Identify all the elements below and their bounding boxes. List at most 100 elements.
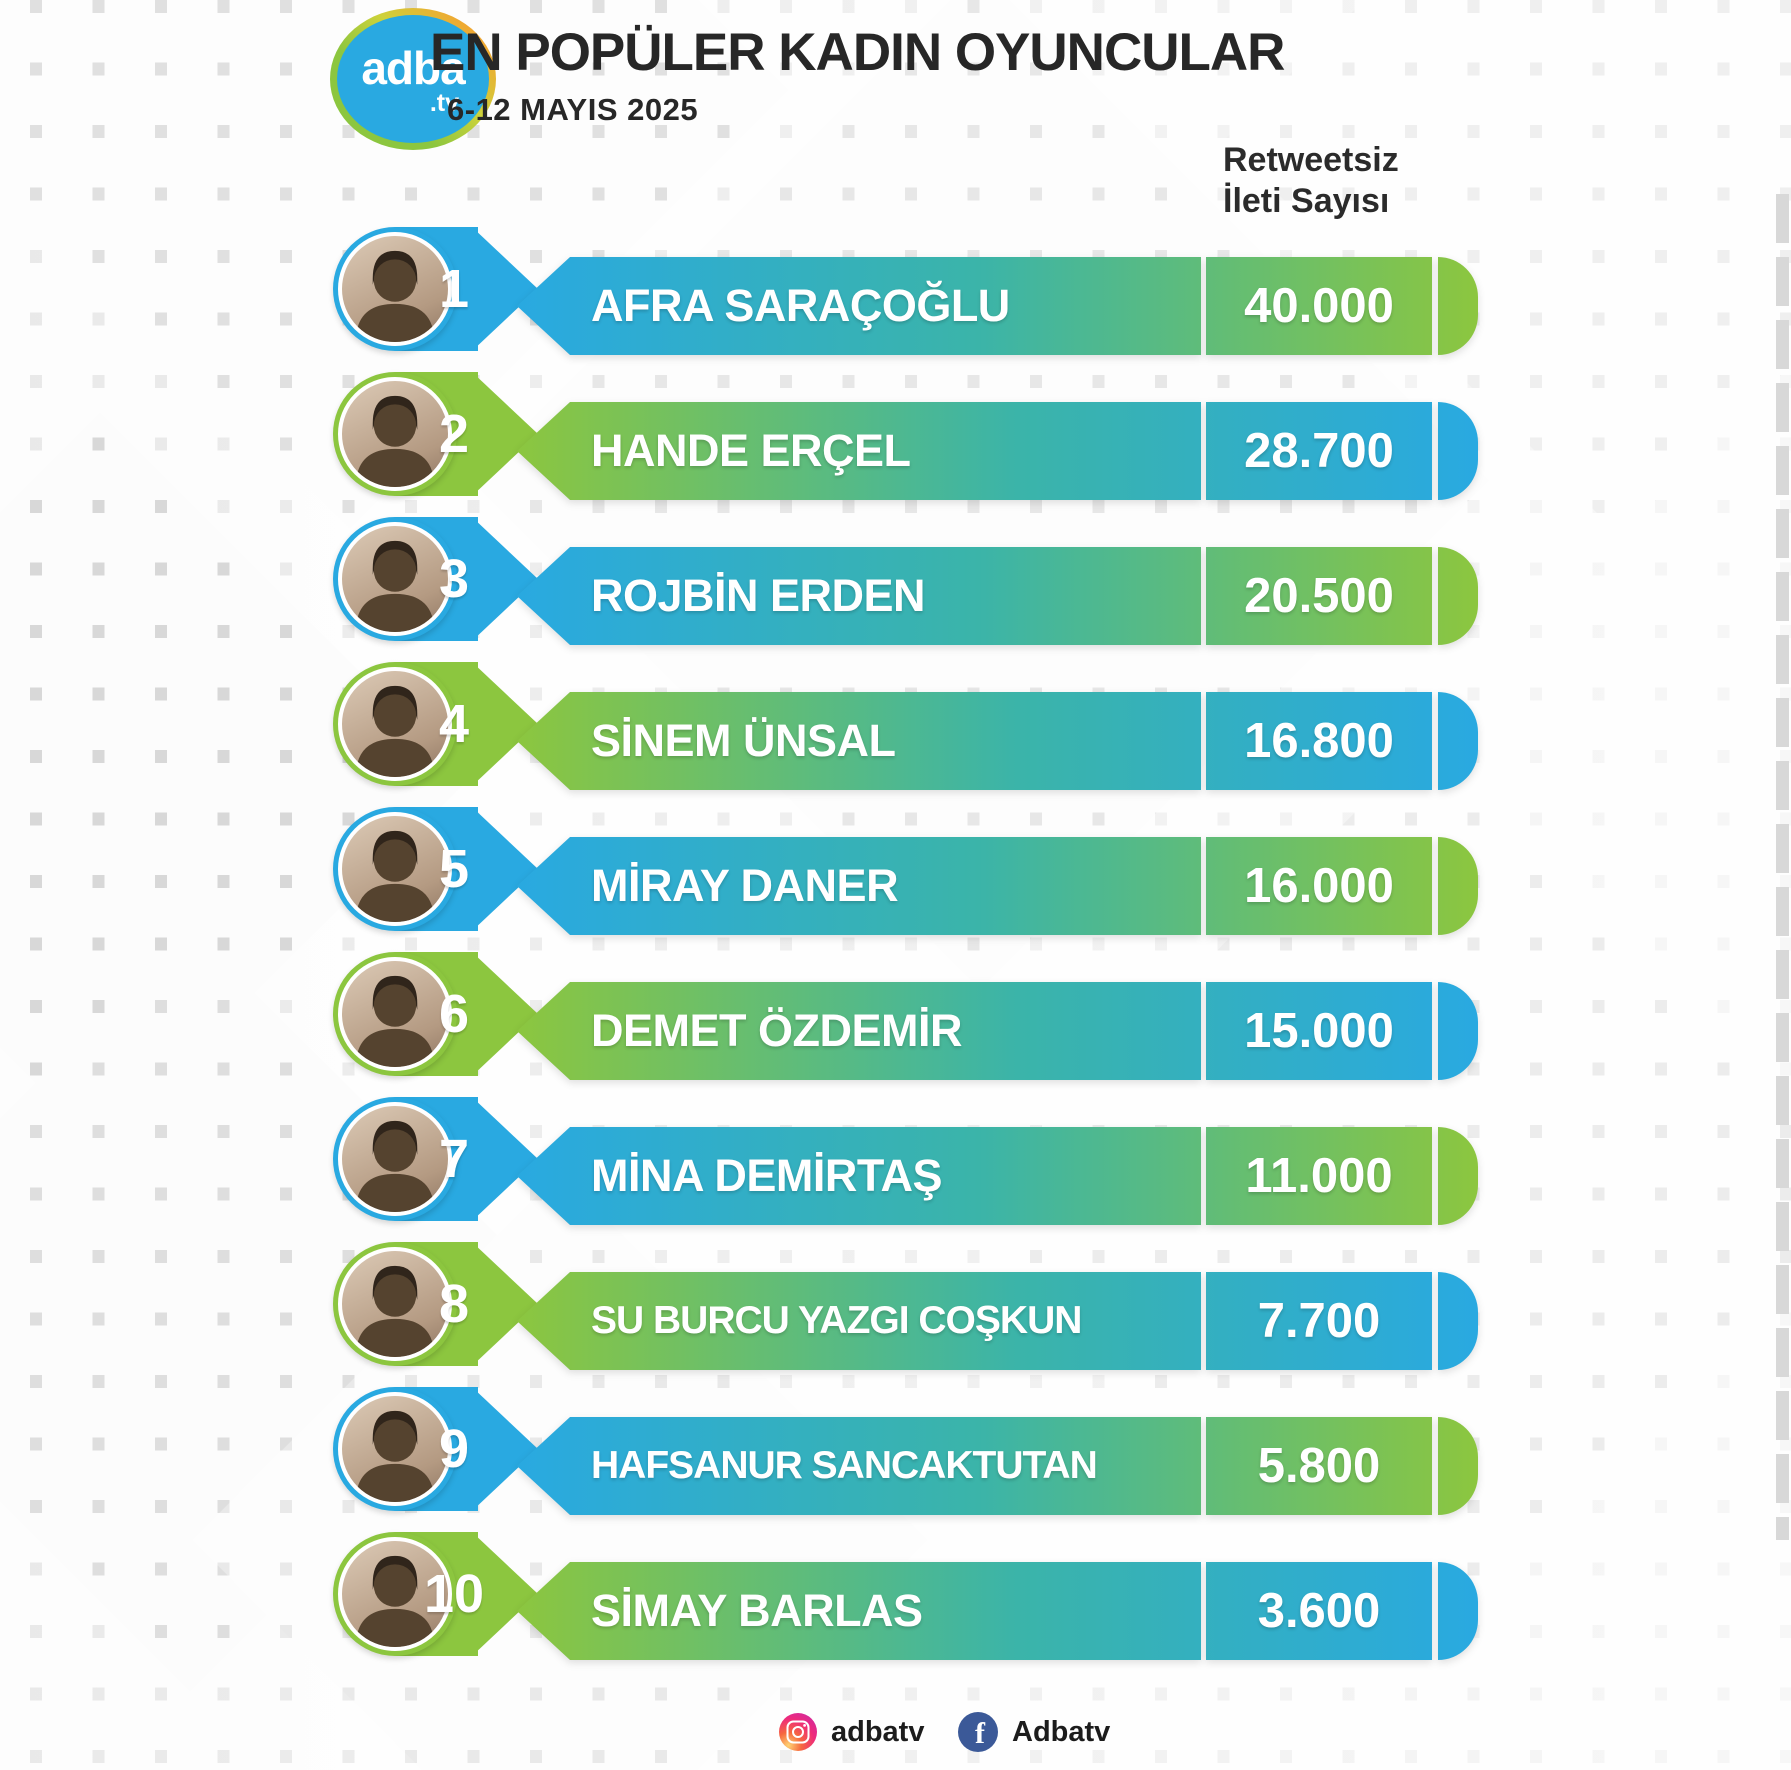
rank-number: 4 <box>438 694 470 754</box>
bar-name-section: MİNA DEMİRTAŞ <box>517 1127 1201 1225</box>
person-silhouette-icon <box>355 1555 435 1647</box>
bar-name-section: AFRA SARAÇOĞLU <box>517 257 1201 355</box>
bar-value-section: 5.800 <box>1206 1417 1432 1515</box>
bar-name-section: SİMAY BARLAS <box>517 1562 1201 1660</box>
actress-name: HAFSANUR SANCAKTUTAN <box>591 1444 1098 1487</box>
ranking-bar: AFRA SARAÇOĞLU 40.000 <box>517 257 1478 355</box>
value-column-header: Retweetsiz İleti Sayısı <box>1223 140 1399 222</box>
bar-end-cap <box>1438 837 1478 935</box>
bar-name-section: HANDE ERÇEL <box>517 402 1201 500</box>
ranking-row: 1 AFRA SARAÇOĞLU 40.000 <box>333 227 1533 355</box>
edge-dots-pattern <box>1776 180 1789 1540</box>
bar-end-cap <box>1438 257 1478 355</box>
bar-value-section: 7.700 <box>1206 1272 1432 1370</box>
bar-end-cap <box>1438 547 1478 645</box>
value-count: 28.700 <box>1244 424 1394 478</box>
adba-tv-logo: adba .tv <box>330 8 496 150</box>
ranking-row: 4 SİNEM ÜNSAL 16.800 <box>333 662 1533 790</box>
actress-name: MİNA DEMİRTAŞ <box>591 1150 942 1201</box>
person-silhouette-icon <box>355 685 435 777</box>
bar-name-section: DEMET ÖZDEMİR <box>517 982 1201 1080</box>
ranking-row: 10 SİMAY BARLAS 3.600 <box>333 1532 1533 1660</box>
actress-photo <box>338 1537 452 1651</box>
person-silhouette-icon <box>355 1265 435 1357</box>
bar-name-section: SU BURCU YAZGI COŞKUN <box>517 1272 1201 1370</box>
ranking-bar: MİRAY DANER 16.000 <box>517 837 1478 935</box>
ranking-bar: SU BURCU YAZGI COŞKUN 7.700 <box>517 1272 1478 1370</box>
adba-logo-circle: adba .tv <box>337 15 489 143</box>
ranking-row: 8 SU BURCU YAZGI COŞKUN 7.700 <box>333 1242 1533 1370</box>
rank-number: 1 <box>438 259 470 319</box>
ranking-row: 5 MİRAY DANER 16.000 <box>333 807 1533 935</box>
bar-value-section: 40.000 <box>1206 257 1432 355</box>
bar-value-section: 16.800 <box>1206 692 1432 790</box>
actress-photo <box>338 1102 452 1216</box>
value-count: 11.000 <box>1245 1149 1393 1203</box>
footer: adbatv f Adbatv <box>0 1712 1791 1756</box>
actress-photo <box>338 957 452 1071</box>
logo-tld: .tv <box>429 89 459 117</box>
actress-photo <box>338 377 452 491</box>
ranking-bar: SİMAY BARLAS 3.600 <box>517 1562 1478 1660</box>
value-count: 16.800 <box>1244 714 1394 768</box>
bar-name-section: HAFSANUR SANCAKTUTAN <box>517 1417 1201 1515</box>
actress-name: SİNEM ÜNSAL <box>591 715 896 766</box>
bar-value-section: 20.500 <box>1206 547 1432 645</box>
facebook-account: f Adbatv <box>958 1712 1110 1752</box>
value-count: 20.500 <box>1244 569 1394 623</box>
bar-value-section: 16.000 <box>1206 837 1432 935</box>
actress-photo <box>338 812 452 926</box>
bar-name-section: MİRAY DANER <box>517 837 1201 935</box>
facebook-handle: Adbatv <box>1012 1715 1111 1748</box>
logo-text: adba <box>361 42 465 94</box>
actress-photo <box>338 522 452 636</box>
rank-number: 9 <box>438 1419 470 1479</box>
ranking-row: 7 MİNA DEMİRTAŞ 11.000 <box>333 1097 1533 1225</box>
value-column-header-line2: İleti Sayısı <box>1223 182 1390 220</box>
actress-name: AFRA SARAÇOĞLU <box>591 280 1010 331</box>
instagram-icon <box>779 1713 817 1751</box>
value-count: 16.000 <box>1244 859 1394 913</box>
rank-number: 7 <box>438 1129 470 1189</box>
person-silhouette-icon <box>355 1120 435 1212</box>
facebook-icon: f <box>958 1712 998 1752</box>
ranking-row: 6 DEMET ÖZDEMİR 15.000 <box>333 952 1533 1080</box>
actress-name: DEMET ÖZDEMİR <box>591 1005 963 1056</box>
actress-name: SİMAY BARLAS <box>591 1585 923 1636</box>
actress-name: SU BURCU YAZGI COŞKUN <box>591 1299 1082 1342</box>
rank-number: 5 <box>438 839 470 899</box>
person-silhouette-icon <box>355 395 435 487</box>
actress-name: ROJBİN ERDEN <box>591 570 926 621</box>
rank-number: 3 <box>438 549 470 609</box>
date-range: 6-12 MAYIS 2025 <box>447 92 699 127</box>
value-count: 15.000 <box>1244 1004 1394 1058</box>
bar-end-cap <box>1438 1562 1478 1660</box>
bar-value-section: 28.700 <box>1206 402 1432 500</box>
bar-end-cap <box>1438 1417 1478 1515</box>
rank-number: 6 <box>438 984 470 1044</box>
bar-end-cap <box>1438 1127 1478 1225</box>
bar-name-section: SİNEM ÜNSAL <box>517 692 1201 790</box>
bar-name-section: ROJBİN ERDEN <box>517 547 1201 645</box>
actress-name: MİRAY DANER <box>591 860 899 911</box>
ranking-bar: SİNEM ÜNSAL 16.800 <box>517 692 1478 790</box>
actress-photo <box>338 1392 452 1506</box>
bar-value-section: 11.000 <box>1206 1127 1432 1225</box>
actress-photo <box>338 232 452 346</box>
rank-number: 8 <box>438 1274 470 1334</box>
ranking-row: 9 HAFSANUR SANCAKTUTAN 5.800 <box>333 1387 1533 1515</box>
ranking-bar: HANDE ERÇEL 28.700 <box>517 402 1478 500</box>
ranking-bar: MİNA DEMİRTAŞ 11.000 <box>517 1127 1478 1225</box>
actress-photo <box>338 667 452 781</box>
rank-number: 2 <box>438 404 470 464</box>
ranking-bar: DEMET ÖZDEMİR 15.000 <box>517 982 1478 1080</box>
page-title: EN POPÜLER KADIN OYUNCULAR <box>430 23 1285 82</box>
bar-value-section: 3.600 <box>1206 1562 1432 1660</box>
instagram-handle: adbatv <box>831 1715 925 1748</box>
value-column-header-line1: Retweetsiz <box>1223 141 1399 179</box>
bar-end-cap <box>1438 1272 1478 1370</box>
ranking-row: 3 ROJBİN ERDEN 20.500 <box>333 517 1533 645</box>
person-silhouette-icon <box>355 1410 435 1502</box>
person-silhouette-icon <box>355 830 435 922</box>
